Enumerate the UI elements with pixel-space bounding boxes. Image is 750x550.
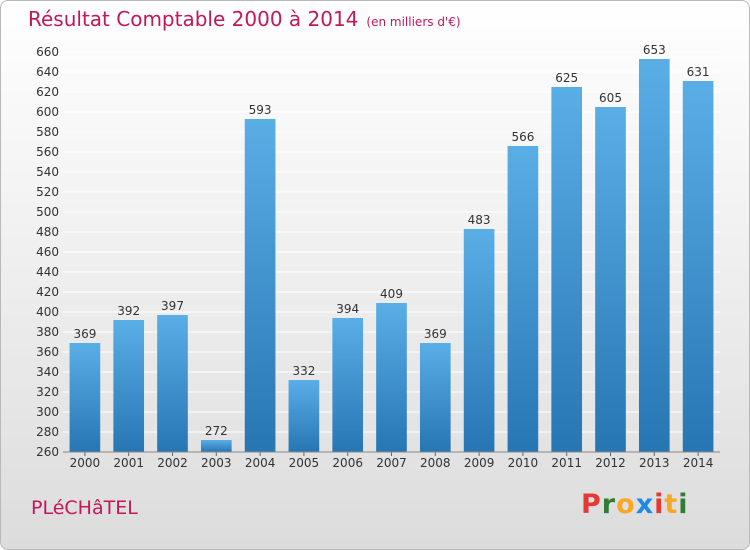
y-tick-label: 260 (36, 445, 59, 459)
data-label-2010: 566 (511, 130, 534, 144)
y-tick-label: 380 (36, 325, 59, 339)
data-label-2011: 625 (555, 71, 578, 85)
data-label-2008: 369 (424, 327, 447, 341)
bar-2013 (638, 59, 670, 452)
data-label-2007: 409 (380, 287, 403, 301)
data-label-2002: 397 (161, 299, 184, 313)
y-tick-label: 420 (36, 285, 59, 299)
bar-2005 (288, 380, 320, 452)
y-tick-label: 640 (36, 65, 59, 79)
x-tick-label-2000: 2000 (70, 456, 101, 470)
y-tick-label: 560 (36, 145, 59, 159)
x-tick-label-2013: 2013 (639, 456, 670, 470)
y-tick-label: 580 (36, 125, 59, 139)
bar-2011 (551, 87, 583, 452)
x-tick-label-2008: 2008 (420, 456, 451, 470)
bar-2004 (244, 119, 276, 452)
y-tick-label: 360 (36, 345, 59, 359)
chart-header: Résultat Comptable 2000 à 2014 (en millie… (28, 7, 461, 31)
data-label-2004: 593 (249, 103, 272, 117)
y-tick-label: 540 (36, 165, 59, 179)
bar-2010 (507, 146, 539, 452)
logo-letter: t (664, 489, 679, 520)
bar-2006 (332, 318, 364, 452)
y-tick-label: 280 (36, 425, 59, 439)
y-tick-label: 460 (36, 245, 59, 259)
x-tick-label-2003: 2003 (201, 456, 232, 470)
logo-letter: i (678, 489, 689, 520)
data-label-2014: 631 (687, 65, 710, 79)
bar-2014 (682, 81, 714, 452)
data-label-2012: 605 (599, 91, 622, 105)
x-tick-label-2006: 2006 (332, 456, 363, 470)
logo-letter: P (581, 489, 602, 520)
data-label-2013: 653 (643, 43, 666, 57)
unit-note: (en milliers d'€) (366, 15, 461, 29)
data-label-2006: 394 (336, 302, 359, 316)
y-tick-label: 320 (36, 385, 59, 399)
logo-letter: i (654, 489, 665, 520)
place-name: PLéCHâTEL (31, 497, 138, 519)
y-tick-label: 440 (36, 265, 59, 279)
bar-chart: 260 280 300 320 340 360 380 400 420 440 460 480 500 5… (36, 43, 720, 470)
logo-letter: x (635, 489, 655, 520)
data-label-2009: 483 (468, 213, 491, 227)
bar-2002 (157, 315, 188, 452)
data-label-2001: 392 (117, 304, 140, 318)
y-tick-label: 520 (36, 185, 59, 199)
chart-title: Résultat Comptable 2000 à 2014 (28, 7, 359, 31)
logo-letter: r (601, 489, 617, 520)
bar-2008 (419, 343, 451, 452)
proxiti-logo[interactable]: Proxiti (581, 489, 689, 520)
x-tick-label-2010: 2010 (508, 456, 539, 470)
x-axis-ticks: 2000 2001 2002 2003 2004 2005 2006 2007 2008 2009… (63, 451, 720, 470)
data-label-2005: 332 (292, 364, 315, 378)
y-tick-label: 620 (36, 85, 59, 99)
x-tick-label-2005: 2005 (289, 456, 320, 470)
y-tick-label: 500 (36, 205, 59, 219)
bar-2001 (113, 320, 145, 452)
y-tick-label: 300 (36, 405, 59, 419)
data-label-2000: 369 (73, 327, 96, 341)
x-tick-label-2012: 2012 (595, 456, 626, 470)
y-tick-label: 340 (36, 365, 59, 379)
y-tick-label: 660 (36, 45, 59, 59)
y-tick-label: 480 (36, 225, 59, 239)
y-tick-label: 600 (36, 105, 59, 119)
bar-2009 (463, 229, 495, 452)
y-axis-ticks: 260 280 300 320 340 360 380 400 420 440 460 480 500 5… (36, 45, 59, 459)
x-tick-label-2001: 2001 (113, 456, 144, 470)
x-tick-label-2011: 2011 (551, 456, 582, 470)
y-tick-label: 400 (36, 305, 59, 319)
bar-2012 (595, 107, 626, 452)
bar-2007 (376, 303, 407, 452)
data-label-2003: 272 (205, 424, 228, 438)
logo-letter: o (616, 489, 636, 520)
x-tick-label-2014: 2014 (683, 456, 714, 470)
x-tick-label-2004: 2004 (245, 456, 276, 470)
bars (69, 59, 714, 452)
x-tick-label-2007: 2007 (376, 456, 407, 470)
data-labels: 369 392 397 272 593 332 394 409 369 483 566 625 605 6… (73, 43, 709, 438)
x-tick-label-2009: 2009 (464, 456, 495, 470)
bar-2000 (69, 343, 101, 452)
bar-2003 (200, 440, 232, 452)
x-tick-label-2002: 2002 (157, 456, 188, 470)
